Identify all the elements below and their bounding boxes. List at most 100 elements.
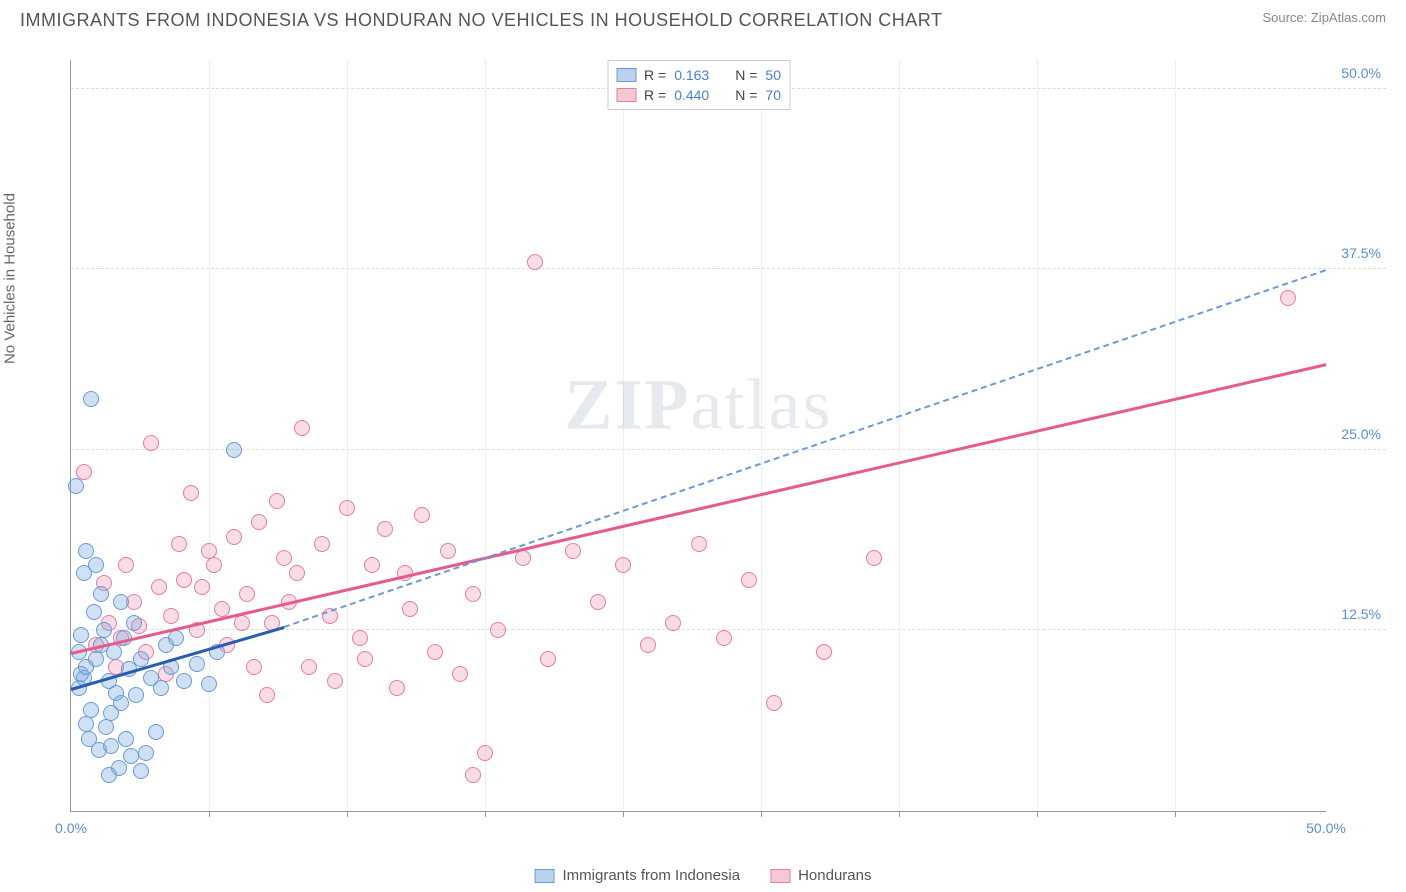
data-point — [163, 608, 179, 624]
x-tick-label: 50.0% — [1306, 820, 1346, 836]
gridline-v — [1037, 60, 1038, 811]
x-tick-mark — [347, 811, 348, 817]
data-point — [246, 659, 262, 675]
swatch-b-icon — [770, 869, 790, 883]
n-label: N = — [735, 67, 757, 83]
data-point — [88, 557, 104, 573]
data-point — [118, 557, 134, 573]
source-prefix: Source: — [1262, 10, 1310, 25]
data-point — [234, 615, 250, 631]
data-point — [98, 719, 114, 735]
data-point — [86, 604, 102, 620]
x-tick-mark — [485, 811, 486, 817]
gridline-v — [1175, 60, 1176, 811]
data-point — [640, 637, 656, 653]
data-point — [106, 644, 122, 660]
data-point — [301, 659, 317, 675]
data-point — [615, 557, 631, 573]
data-point — [440, 543, 456, 559]
chart-header: IMMIGRANTS FROM INDONESIA VS HONDURAN NO… — [0, 0, 1406, 31]
x-tick-mark — [761, 811, 762, 817]
data-point — [540, 651, 556, 667]
data-point — [515, 550, 531, 566]
data-point — [226, 442, 242, 458]
gridline-v — [347, 60, 348, 811]
data-point — [377, 521, 393, 537]
data-point — [339, 500, 355, 516]
n-value-a: 50 — [765, 67, 781, 83]
data-point — [741, 572, 757, 588]
legend-label-b: Hondurans — [798, 867, 871, 884]
data-point — [259, 687, 275, 703]
data-point — [103, 738, 119, 754]
r-value-b: 0.440 — [674, 87, 709, 103]
data-point — [352, 630, 368, 646]
data-point — [289, 565, 305, 581]
data-point — [143, 435, 159, 451]
data-point — [206, 557, 222, 573]
data-point — [73, 627, 89, 643]
data-point — [123, 748, 139, 764]
data-point — [364, 557, 380, 573]
data-point — [327, 673, 343, 689]
r-label: R = — [644, 67, 666, 83]
y-tick-label: 12.5% — [1341, 606, 1381, 622]
x-tick-mark — [623, 811, 624, 817]
data-point — [126, 615, 142, 631]
data-point — [251, 514, 267, 530]
data-point — [465, 586, 481, 602]
gridline-v — [485, 60, 486, 811]
gridline-v — [623, 60, 624, 811]
chart-area: No Vehicles in Household ZIPatlas R = 0.… — [50, 50, 1386, 832]
data-point — [294, 420, 310, 436]
data-point — [148, 724, 164, 740]
r-value-a: 0.163 — [674, 67, 709, 83]
trend-line — [71, 363, 1327, 655]
data-point — [151, 579, 167, 595]
watermark: ZIPatlas — [565, 364, 833, 447]
data-point — [716, 630, 732, 646]
data-point — [138, 745, 154, 761]
data-point — [153, 680, 169, 696]
data-point — [176, 673, 192, 689]
data-point — [414, 507, 430, 523]
x-tick-label: 0.0% — [55, 820, 87, 836]
legend-label-a: Immigrants from Indonesia — [563, 867, 741, 884]
source-name: ZipAtlas.com — [1311, 10, 1386, 25]
data-point — [93, 586, 109, 602]
data-point — [314, 536, 330, 552]
y-tick-label: 25.0% — [1341, 426, 1381, 442]
data-point — [527, 254, 543, 270]
data-point — [477, 745, 493, 761]
data-point — [226, 529, 242, 545]
legend-row-b: R = 0.440 N = 70 — [616, 85, 781, 105]
data-point — [427, 644, 443, 660]
swatch-a-icon — [535, 869, 555, 883]
data-point — [171, 536, 187, 552]
data-point — [168, 630, 184, 646]
data-point — [83, 391, 99, 407]
data-point — [590, 594, 606, 610]
data-point — [128, 687, 144, 703]
data-point — [176, 572, 192, 588]
r-label: R = — [644, 87, 666, 103]
data-point — [194, 579, 210, 595]
data-point — [101, 767, 117, 783]
data-point — [183, 485, 199, 501]
data-point — [665, 615, 681, 631]
data-point — [78, 543, 94, 559]
data-point — [276, 550, 292, 566]
data-point — [113, 594, 129, 610]
x-tick-mark — [209, 811, 210, 817]
data-point — [269, 493, 285, 509]
data-point — [691, 536, 707, 552]
gridline-h — [71, 268, 1386, 269]
data-point — [465, 767, 481, 783]
data-point — [96, 622, 112, 638]
x-tick-mark — [899, 811, 900, 817]
correlation-legend: R = 0.163 N = 50 R = 0.440 N = 70 — [607, 60, 790, 110]
data-point — [389, 680, 405, 696]
swatch-a-icon — [616, 68, 636, 82]
y-tick-label: 37.5% — [1341, 245, 1381, 261]
data-point — [1280, 290, 1296, 306]
